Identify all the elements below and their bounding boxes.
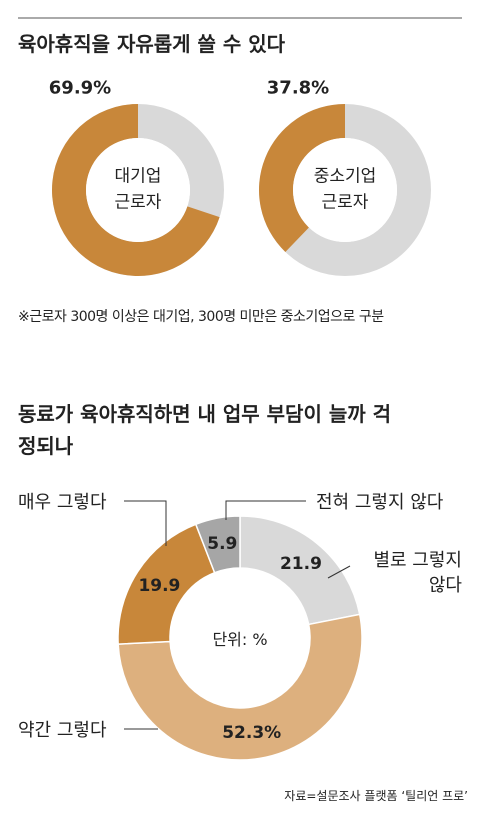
leader-line xyxy=(124,500,167,546)
chart-title: 동료가 육아휴직하면 내 업무 부담이 늘까 걱정되나 xyxy=(18,402,391,458)
value-label: 37.8% xyxy=(266,77,330,99)
donut-segment xyxy=(51,104,220,276)
leader-line xyxy=(225,500,306,520)
category-label: 약간 그렇다 xyxy=(18,720,107,741)
value-label: 19.9 xyxy=(138,575,181,596)
headline: 육아휴직을 자유롭게 쓸 수 있다 xyxy=(18,32,286,56)
category-label: 매우 그렇다 xyxy=(18,492,107,513)
category-label: 전혀 그렇지 않다 xyxy=(316,492,444,513)
leader-line xyxy=(327,565,351,579)
center-label: 단위: % xyxy=(212,630,268,649)
value-label: 69.9% xyxy=(48,77,112,99)
value-label: 5.9 xyxy=(207,533,238,554)
value-label: 21.9 xyxy=(279,553,322,574)
donut-segment xyxy=(259,103,345,252)
value-label: 52.3% xyxy=(222,723,282,744)
center-label: 중소기업 근로자 xyxy=(313,166,377,213)
donut-hole xyxy=(170,568,310,708)
donut-hole xyxy=(293,138,397,242)
donut-hole xyxy=(86,138,190,242)
footnote: ※근로자 300명 이상은 대기업, 300명 미만은 중소기업으로 구분 xyxy=(18,309,384,325)
center-label: 대기업 근로자 xyxy=(114,166,162,213)
source: 자료=설문조사 플랫폼 ‘틸리언 프로’ xyxy=(284,789,468,803)
category-label: 별로 그렇지 않다 xyxy=(373,550,462,597)
